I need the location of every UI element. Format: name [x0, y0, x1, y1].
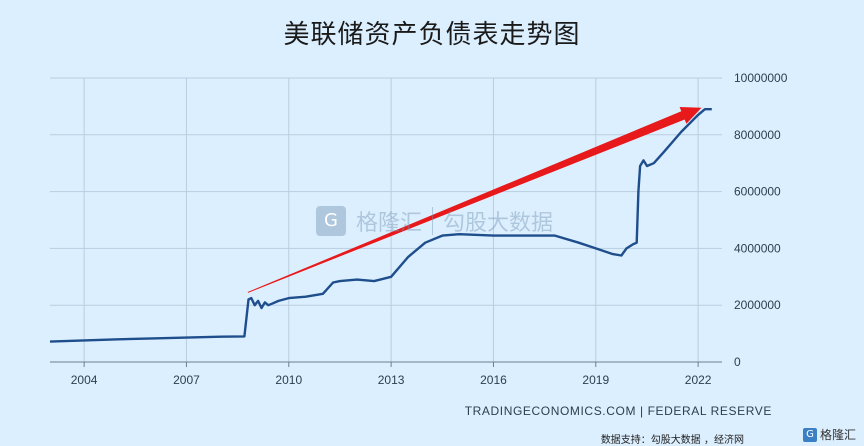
- y-tick-label: 8000000: [734, 128, 781, 142]
- y-tick-label: 6000000: [734, 185, 781, 199]
- footer-note: 数据支持：勾股大数据 ，经济网: [600, 435, 744, 446]
- watermark-text: 勾股大数据: [443, 211, 554, 236]
- footer-logo-icon: G: [802, 427, 817, 442]
- y-tick-label: 4000000: [734, 241, 781, 255]
- y-tick-label: 10000000: [734, 71, 788, 85]
- x-tick-label: 2022: [685, 373, 712, 387]
- watermark-logo-icon: G: [316, 206, 346, 236]
- x-tick-label: 2013: [378, 373, 405, 387]
- x-tick-label: 2004: [71, 373, 98, 387]
- footer-logo: G 格隆汇: [802, 426, 856, 443]
- source-credit: TRADINGECONOMICS.COM | FEDERAL RESERVE: [464, 404, 772, 418]
- watermark-brand: 格隆汇: [356, 211, 423, 236]
- x-tick-label: 2007: [173, 373, 200, 387]
- watermark: G 格隆汇 勾股大数据: [316, 205, 553, 237]
- chart-title: 美联储资产负债表走势图: [283, 20, 581, 50]
- y-tick-label: 0: [734, 355, 741, 369]
- x-tick-label: 2016: [480, 373, 507, 387]
- trend-arrow-0: [247, 107, 702, 293]
- series-line-0: [49, 107, 712, 343]
- watermark-divider: [432, 207, 434, 235]
- x-tick-label: 2010: [275, 373, 302, 387]
- y-tick-label: 2000000: [734, 298, 781, 312]
- x-tick-label: 2019: [582, 373, 609, 387]
- footer-logo-text: 格隆汇: [819, 428, 856, 442]
